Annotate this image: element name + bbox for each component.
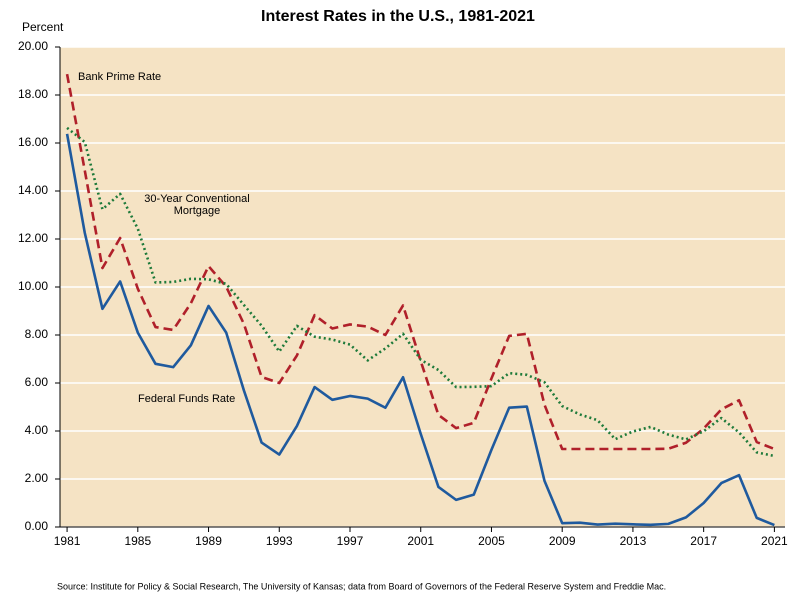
series-label: 30-Year Conventional Mortgage xyxy=(144,193,250,217)
x-tick-label: 1989 xyxy=(195,534,222,548)
x-tick-label: 2021 xyxy=(761,534,788,548)
y-tick-label: 6.00 xyxy=(25,375,49,389)
y-tick-label: 4.00 xyxy=(25,423,49,437)
x-tick-label: 2009 xyxy=(549,534,576,548)
y-tick-label: 20.00 xyxy=(18,39,48,53)
data-line xyxy=(66,126,775,458)
x-tick-label: 1993 xyxy=(266,534,293,548)
source-note: Source: Institute for Policy & Social Re… xyxy=(57,581,666,591)
y-tick-label: 12.00 xyxy=(18,231,48,245)
x-tick-label: 2001 xyxy=(407,534,434,548)
data-line xyxy=(65,133,775,527)
y-tick-label: 18.00 xyxy=(18,87,48,101)
x-tick-label: 2005 xyxy=(478,534,505,548)
y-axis-label: Percent xyxy=(22,20,64,34)
data-line xyxy=(65,73,775,451)
x-tick-label: 1997 xyxy=(337,534,364,548)
series-label: Federal Funds Rate xyxy=(138,393,236,405)
y-tick-label: 10.00 xyxy=(18,279,48,293)
y-tick-label: 16.00 xyxy=(18,135,48,149)
y-tick-label: 2.00 xyxy=(25,471,49,485)
x-tick-label: 2017 xyxy=(690,534,717,548)
y-tick-label: 0.00 xyxy=(25,519,49,533)
y-tick-label: 14.00 xyxy=(18,183,48,197)
chart-title: Interest Rates in the U.S., 1981-2021 xyxy=(261,8,535,25)
x-tick-label: 1985 xyxy=(124,534,151,548)
x-tick-label: 2013 xyxy=(620,534,647,548)
x-tick-label: 1981 xyxy=(54,534,81,548)
series-label: Bank Prime Rate xyxy=(78,71,162,83)
y-tick-label: 8.00 xyxy=(25,327,49,341)
